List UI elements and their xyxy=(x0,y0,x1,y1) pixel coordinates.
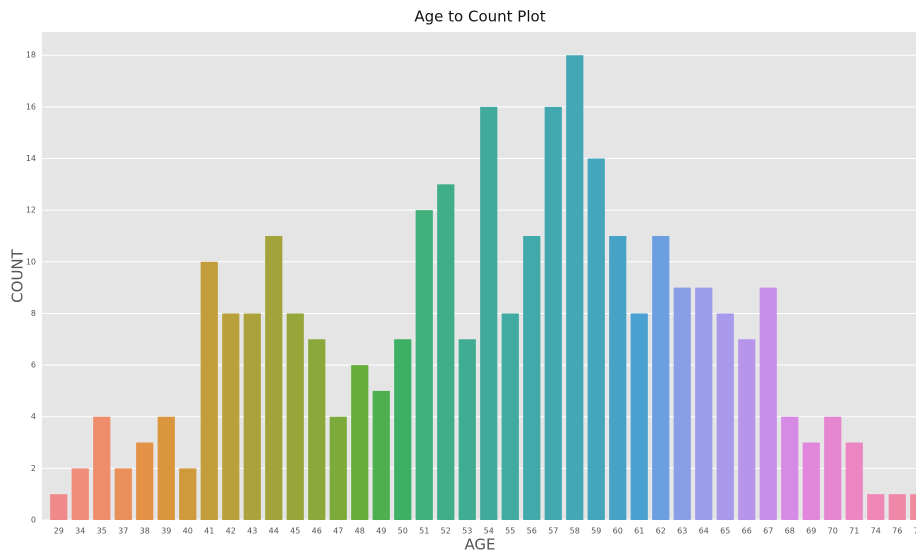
y-tick-label: 0 xyxy=(31,516,36,525)
y-tick-label: 8 xyxy=(31,309,36,318)
bar xyxy=(114,468,132,520)
bar xyxy=(910,494,916,520)
x-tick-label: 38 xyxy=(140,527,150,536)
bar xyxy=(480,106,498,521)
bar xyxy=(738,339,756,520)
x-tick-label: 76 xyxy=(892,527,902,536)
chart-title: Age to Count Plot xyxy=(414,8,545,26)
bar xyxy=(458,339,476,520)
bar xyxy=(50,494,68,520)
x-tick-label: 44 xyxy=(269,527,279,536)
x-tick-label: 67 xyxy=(763,527,773,536)
bar xyxy=(845,442,863,520)
x-tick-label: 60 xyxy=(613,527,623,536)
bar xyxy=(200,261,218,520)
bar xyxy=(437,184,455,520)
bar xyxy=(673,287,691,520)
bar xyxy=(415,210,433,520)
bar xyxy=(759,287,777,520)
x-tick-label: 37 xyxy=(118,527,128,536)
bar xyxy=(867,494,885,520)
x-tick-label: 29 xyxy=(54,527,64,536)
x-tick-label: 42 xyxy=(226,527,236,536)
y-tick-label: 16 xyxy=(26,102,36,111)
bar xyxy=(781,416,799,520)
y-tick-label: 6 xyxy=(31,361,36,370)
x-tick-label: 41 xyxy=(204,527,214,536)
x-axis-label: AGE xyxy=(464,536,495,553)
x-tick-label: 55 xyxy=(505,527,515,536)
x-tick-label: 34 xyxy=(75,527,85,536)
bar xyxy=(265,235,283,521)
x-tick-label: 46 xyxy=(312,527,322,536)
bar xyxy=(308,339,326,520)
bar xyxy=(501,313,519,520)
x-tick-label: 71 xyxy=(849,527,859,536)
bar xyxy=(179,468,197,520)
x-tick-label: 40 xyxy=(183,527,193,536)
bar xyxy=(222,313,240,520)
bar xyxy=(587,158,605,520)
y-tick-label: 14 xyxy=(26,154,36,163)
bar xyxy=(609,235,627,521)
bar xyxy=(372,390,390,520)
y-tick-label: 12 xyxy=(26,206,36,215)
bar xyxy=(802,442,820,520)
x-tick-label: 62 xyxy=(656,527,666,536)
bar xyxy=(329,416,347,520)
bar xyxy=(716,313,734,520)
bar xyxy=(695,287,713,520)
x-tick-label: 59 xyxy=(591,527,601,536)
bar xyxy=(888,494,906,520)
x-tick-label: 52 xyxy=(441,527,451,536)
x-tick-label: 35 xyxy=(97,527,107,536)
x-tick-label: 61 xyxy=(634,527,644,536)
bar xyxy=(243,313,261,520)
y-tick-label: 2 xyxy=(31,464,36,473)
x-tick-label: 56 xyxy=(527,527,537,536)
bar xyxy=(157,416,175,520)
x-tick-label: 51 xyxy=(419,527,429,536)
bar xyxy=(286,313,304,520)
x-tick-label: 66 xyxy=(742,527,752,536)
bar xyxy=(544,106,562,521)
bar xyxy=(136,442,154,520)
x-tick-label: 53 xyxy=(462,527,472,536)
bar xyxy=(394,339,412,520)
bar xyxy=(523,235,541,521)
bar xyxy=(93,416,111,520)
x-tick-label: 54 xyxy=(484,527,494,536)
x-tick-label: 64 xyxy=(699,527,709,536)
x-tick-label: 48 xyxy=(355,527,365,536)
x-tick-label: 45 xyxy=(290,527,300,536)
x-tick-label: 43 xyxy=(247,527,257,536)
x-tick-label: 74 xyxy=(871,527,881,536)
x-tick-label: 77 xyxy=(914,527,916,536)
x-tick-label: 39 xyxy=(161,527,171,536)
bar xyxy=(351,365,369,520)
x-tick-label: 68 xyxy=(785,527,795,536)
x-tick-label: 57 xyxy=(548,527,558,536)
x-tick-label: 47 xyxy=(333,527,343,536)
x-tick-label: 65 xyxy=(720,527,730,536)
x-tick-label: 69 xyxy=(806,527,816,536)
y-tick-label: 18 xyxy=(26,51,36,60)
x-tick-label: 58 xyxy=(570,527,580,536)
x-tick-label: 49 xyxy=(376,527,386,536)
bar xyxy=(566,55,584,520)
bar xyxy=(824,416,842,520)
bar xyxy=(652,235,670,521)
x-tick-label: 70 xyxy=(828,527,838,536)
y-tick-label: 4 xyxy=(31,412,36,421)
x-tick-label: 50 xyxy=(398,527,408,536)
x-tick-label: 63 xyxy=(677,527,687,536)
bar xyxy=(630,313,648,520)
bar xyxy=(71,468,89,520)
y-tick-label: 10 xyxy=(26,257,36,266)
y-axis-label: COUNT xyxy=(9,248,27,302)
